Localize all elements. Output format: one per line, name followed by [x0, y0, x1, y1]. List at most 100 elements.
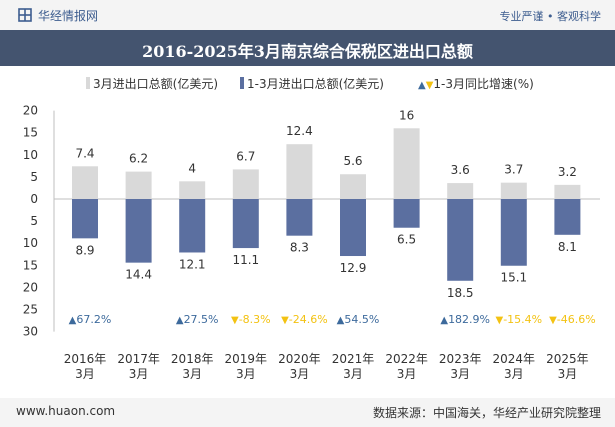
growth-value: 27.5% [184, 313, 219, 326]
x-category-label-line: 3月 [343, 367, 363, 381]
march-value-label: 5.6 [343, 154, 362, 168]
x-category-label: 2023年 3月 [439, 352, 482, 381]
q1-bar [500, 199, 527, 266]
growth-down-arrow-icon: ▼ [549, 315, 557, 326]
march-bar [286, 144, 313, 199]
data-source: 数据来源：中国海关，华经产业研究院整理 [372, 406, 601, 420]
y-tick-label: 5 [30, 170, 38, 184]
q1-value-label: 8.3 [290, 241, 309, 255]
q1-bar [393, 199, 420, 228]
y-tick-label: 30 [23, 325, 38, 339]
march-value-label: 6.7 [236, 149, 255, 163]
legend-item-growth: ▲▼1-3月同比增速(%) [418, 75, 534, 92]
x-category-label: 2021年 3月 [332, 352, 375, 381]
y-tick-label: 0 [30, 192, 38, 206]
x-category-label-line: 2024年 [493, 352, 536, 366]
march-bar [340, 174, 366, 199]
march-value-label: 3.7 [504, 163, 523, 177]
growth-label: ▼-8.3% [231, 313, 271, 326]
q1-bar [447, 199, 474, 281]
chart-title: 2016-2025年3月南京综合保税区进出口总额 [142, 42, 473, 61]
growth-value: -8.3% [239, 313, 271, 326]
y-tick-label: 20 [23, 280, 38, 294]
legend-label-q1: 1-3月进出口总额(亿美元) [247, 77, 384, 91]
x-category-label-line: 2025年 [546, 352, 589, 366]
q1-value-label: 8.9 [75, 243, 94, 257]
x-category-label-line: 2022年 [385, 352, 428, 366]
x-category-label-line: 3月 [450, 367, 470, 381]
y-tick-label: 10 [23, 148, 38, 162]
title-bar: 2016-2025年3月南京综合保税区进出口总额 [0, 30, 615, 66]
march-bar [393, 128, 420, 199]
x-category-label-line: 3月 [75, 367, 95, 381]
top-bar: 华经情报网 专业严谨 • 客观科学 [0, 0, 615, 30]
growth-label: ▼-15.4% [495, 313, 542, 326]
march-bar [447, 183, 474, 199]
footer-bar: www.huaon.com 数据来源：中国海关，华经产业研究院整理 [0, 398, 615, 427]
march-value-label: 12.4 [286, 124, 313, 138]
x-category-label-line: 2016年 [64, 352, 107, 366]
legend-item-q1: 1-3月进出口总额(亿美元) [240, 75, 384, 92]
q1-bar [179, 199, 206, 253]
growth-value: 54.5% [344, 313, 379, 326]
x-category-label: 2025年 3月 [546, 352, 589, 381]
site-url: www.huaon.com [16, 404, 116, 418]
x-category-label: 2022年 3月 [385, 352, 428, 381]
q1-value-label: 8.1 [558, 240, 577, 254]
x-category-label: 2024年 3月 [493, 352, 536, 381]
growth-up-arrow-icon: ▲ [69, 315, 77, 326]
growth-label: ▼-24.6% [281, 313, 328, 326]
brand-logo-icon [18, 8, 32, 22]
y-tick-label: 5 [30, 214, 38, 228]
q1-value-label: 12.1 [179, 257, 206, 271]
q1-value-label: 14.4 [125, 268, 152, 282]
march-value-label: 7.4 [75, 146, 94, 160]
q1-value-label: 12.9 [340, 261, 367, 275]
march-bar [554, 184, 581, 199]
x-category-label: 2019年 3月 [225, 352, 268, 381]
q1-value-label: 15.1 [500, 271, 527, 285]
x-category-label: 2020年 3月 [278, 352, 321, 381]
growth-label: ▲54.5% [337, 313, 380, 326]
legend-up-arrow-icon: ▲ [418, 80, 426, 91]
q1-bar [125, 199, 152, 263]
y-tick-label: 15 [23, 126, 38, 140]
q1-bar [72, 199, 98, 239]
growth-down-arrow-icon: ▼ [495, 315, 503, 326]
growth-label: ▲182.9% [440, 313, 490, 326]
x-category-label-line: 3月 [236, 367, 256, 381]
x-category-label-line: 2018年 [171, 352, 214, 366]
march-bar [179, 181, 206, 199]
march-bar [72, 166, 98, 199]
x-category-label: 2018年 3月 [171, 352, 214, 381]
q1-bar [554, 199, 581, 235]
y-tick-label: 25 [23, 303, 38, 317]
x-category-label-line: 2019年 [225, 352, 268, 366]
growth-value: 182.9% [448, 313, 490, 326]
x-category-label-line: 3月 [558, 367, 578, 381]
growth-down-arrow-icon: ▼ [231, 315, 239, 326]
x-category-label: 2016年 3月 [64, 352, 107, 381]
x-category-label: 2017年 3月 [117, 352, 160, 381]
x-category-label-line: 2023年 [439, 352, 482, 366]
growth-label: ▲67.2% [69, 313, 112, 326]
legend-swatch-q1 [240, 77, 244, 89]
legend-label-growth: 1-3月同比增速(%) [433, 77, 534, 91]
growth-label: ▼-46.6% [549, 313, 596, 326]
q1-value-label: 6.5 [397, 233, 416, 247]
x-category-label-line: 3月 [397, 367, 417, 381]
march-bar [232, 169, 259, 199]
march-value-label: 3.6 [451, 163, 470, 177]
x-category-label-line: 3月 [290, 367, 310, 381]
x-category-label-line: 2021年 [332, 352, 375, 366]
growth-value: 67.2% [76, 313, 111, 326]
y-tick-label: 15 [23, 258, 38, 272]
growth-value: -46.6% [557, 313, 596, 326]
growth-value: -24.6% [289, 313, 328, 326]
q1-value-label: 11.1 [232, 253, 259, 267]
x-category-label-line: 3月 [129, 367, 149, 381]
growth-up-arrow-icon: ▲ [337, 315, 345, 326]
q1-bar [286, 199, 313, 236]
growth-label: ▲27.5% [176, 313, 219, 326]
